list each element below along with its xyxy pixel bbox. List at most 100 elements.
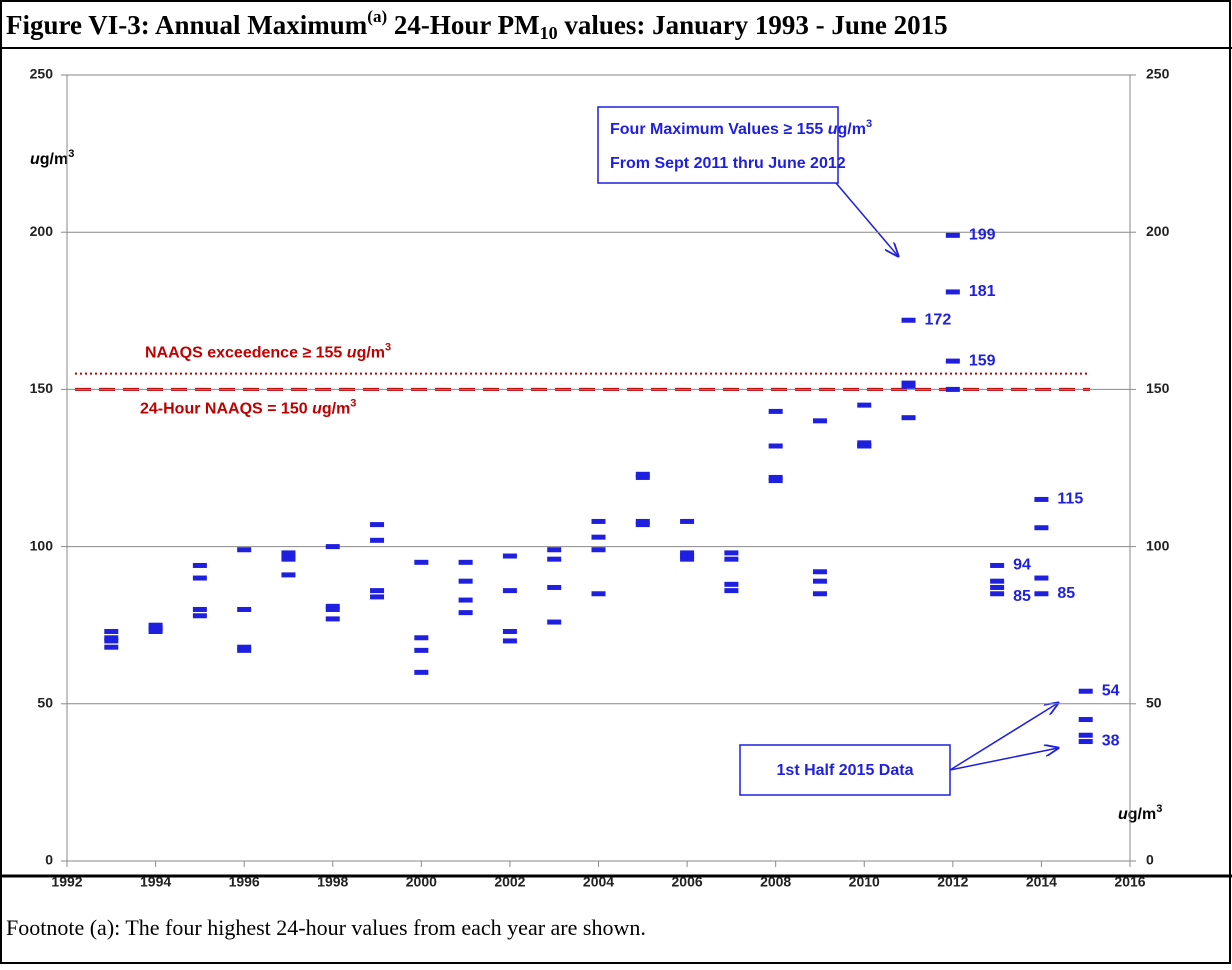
x-tick-label: 1994 [140, 874, 171, 890]
marker [812, 418, 827, 424]
marker [635, 471, 650, 477]
marker [945, 386, 960, 392]
marker [281, 556, 296, 562]
marker [591, 547, 606, 553]
x-tick-label: 2008 [760, 874, 791, 890]
marker [768, 474, 783, 480]
marker [768, 408, 783, 414]
y2-tick-label: 0 [1146, 852, 1154, 868]
x-tick-label: 2000 [406, 874, 437, 890]
y2-tick-label: 200 [1146, 223, 1170, 239]
x-tick-label: 2014 [1026, 874, 1057, 890]
marker [237, 644, 252, 650]
marker [1034, 591, 1049, 597]
marker [325, 603, 340, 609]
data-label: 159 [969, 352, 996, 369]
marker [281, 572, 296, 578]
annotation-arrow [949, 703, 1058, 771]
marker [547, 547, 562, 553]
marker [1078, 732, 1093, 738]
marker [547, 619, 562, 625]
marker [724, 556, 739, 562]
reference-label-part: g/m [357, 345, 385, 362]
data-label: 38 [1102, 733, 1120, 750]
marker [990, 584, 1005, 590]
y2-tick-label: 50 [1146, 695, 1162, 711]
y2-axis-label: ug/m3 [1118, 803, 1162, 823]
marker [237, 606, 252, 612]
marker [458, 597, 473, 603]
x-tick-label: 1998 [317, 874, 348, 890]
marker [502, 628, 517, 634]
marker [768, 478, 783, 484]
marker [680, 518, 695, 524]
reference-label-part: u [347, 345, 357, 362]
marker [192, 606, 207, 612]
marker [192, 562, 207, 568]
x-tick-label: 2004 [583, 874, 614, 890]
marker [148, 628, 163, 634]
y-tick-label: 200 [30, 223, 54, 239]
marker [1034, 496, 1049, 502]
marker [901, 415, 916, 421]
reference-label-part: 24-Hour NAAQS = 150 [140, 401, 312, 418]
y-tick-label: 100 [30, 537, 54, 553]
reference-label-part: 3 [350, 397, 356, 409]
marker [1034, 575, 1049, 581]
y2-tick-label: 250 [1146, 66, 1170, 82]
marker [945, 358, 960, 364]
marker [1078, 739, 1093, 745]
reference-label: 24-Hour NAAQS = 150 ug/m3 [140, 397, 356, 417]
y2-tick-label: 100 [1146, 537, 1170, 553]
marker [104, 628, 119, 634]
x-tick-label: 1996 [229, 874, 260, 890]
marker [370, 588, 385, 594]
marker [724, 581, 739, 587]
y-axis-label: ug/m3 [30, 148, 74, 168]
x-tick-label: 2012 [937, 874, 968, 890]
marker [945, 289, 960, 295]
footnote: Footnote (a): The four highest 24-hour v… [6, 915, 646, 940]
y-tick-label: 150 [30, 380, 54, 396]
marker [812, 591, 827, 597]
marker [547, 556, 562, 562]
marker [901, 380, 916, 386]
annotation-arrow [835, 182, 898, 256]
marker [1078, 688, 1093, 694]
data-label: 199 [969, 227, 996, 244]
data-label: 181 [969, 283, 996, 300]
marker [502, 638, 517, 644]
marker [812, 578, 827, 584]
marker [990, 578, 1005, 584]
marker [547, 584, 562, 590]
marker [414, 559, 429, 565]
marker [990, 562, 1005, 568]
chart-title: Figure VI-3: Annual Maximum(a) 24-Hour P… [6, 7, 948, 43]
marker [502, 588, 517, 594]
marker [680, 553, 695, 559]
marker [414, 669, 429, 675]
data-label: 85 [1013, 588, 1031, 605]
marker [680, 550, 695, 556]
marker [812, 569, 827, 575]
marker [104, 638, 119, 644]
marker [724, 550, 739, 556]
marker [635, 474, 650, 480]
x-tick-label: 1992 [51, 874, 82, 890]
marker [591, 518, 606, 524]
y2-tick-label: 150 [1146, 380, 1170, 396]
x-tick-label: 2006 [672, 874, 703, 890]
marker [857, 440, 872, 446]
y-tick-label: 250 [30, 66, 54, 82]
marker [414, 635, 429, 641]
data-label: 172 [925, 311, 952, 328]
marker [502, 553, 517, 559]
y-tick-label: 0 [45, 852, 53, 868]
marker [591, 591, 606, 597]
marker [1034, 525, 1049, 531]
marker [104, 635, 119, 641]
x-tick-label: 2002 [494, 874, 525, 890]
marker [370, 537, 385, 543]
marker [768, 443, 783, 449]
marker [635, 522, 650, 528]
